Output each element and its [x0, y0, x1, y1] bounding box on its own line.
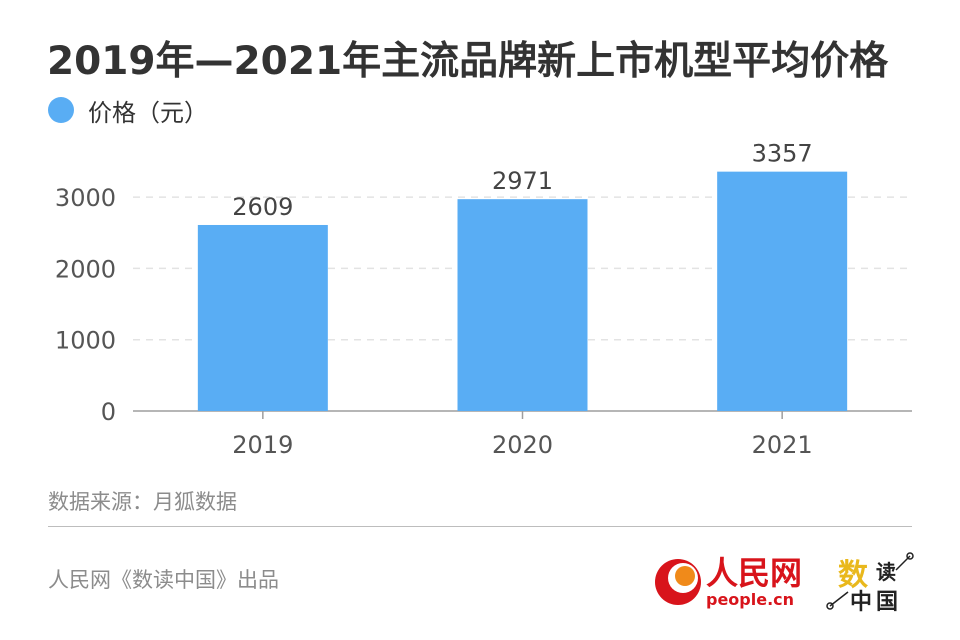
people-logo-en: people.cn [706, 590, 795, 609]
bar [717, 171, 848, 411]
people-logo: 人民网 people.cn [652, 548, 812, 618]
people-logo-icon [655, 559, 701, 605]
shudu-logo-du: 读 [876, 560, 896, 584]
y-tick-label: 0 [101, 398, 116, 426]
y-tick-label: 1000 [55, 327, 116, 355]
data-label: 2609 [232, 193, 293, 221]
data-label: 2971 [492, 167, 553, 195]
legend: 价格（元） [48, 93, 208, 127]
data-source: 数据来源：月狐数据 [48, 490, 237, 514]
legend-label: 价格（元） [88, 98, 208, 127]
x-tick-label: 2019 [232, 431, 293, 459]
legend-swatch-icon [48, 97, 74, 123]
data-label: 3357 [752, 140, 813, 168]
shudu-logo-zg: 中国 [850, 589, 903, 615]
shudu-logo: 数 读 中国 [826, 548, 916, 615]
bar [197, 224, 328, 411]
chart-title: 2019年—2021年主流品牌新上市机型平均价格 [47, 39, 889, 84]
shudu-logo-shu: 数 [838, 558, 868, 593]
y-tick-label: 3000 [55, 184, 116, 212]
bar [457, 199, 588, 411]
footer-credit: 人民网《数读中国》出品 [48, 568, 279, 592]
x-tick-label: 2021 [752, 431, 813, 459]
bar-chart: 0 1000 2000 3000 2609 2019 2971 2020 3357 2021 [55, 140, 912, 459]
shudu-logo-line-icon [826, 552, 914, 610]
x-tick-label: 2020 [492, 431, 553, 459]
y-tick-label: 2000 [55, 255, 116, 283]
people-logo-cn: 人民网 [706, 554, 803, 592]
footer-divider [48, 526, 912, 527]
